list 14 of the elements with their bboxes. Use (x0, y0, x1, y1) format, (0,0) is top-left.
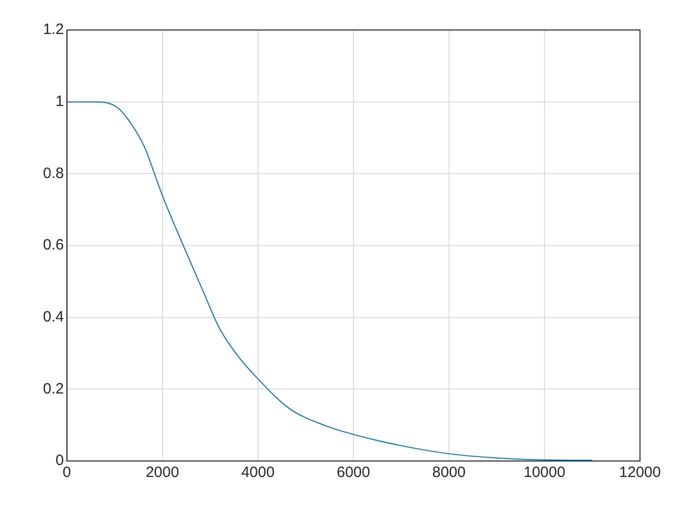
y-tick-label: 1 (56, 92, 64, 110)
x-tick-label: 6000 (336, 464, 370, 482)
x-tick-label: 12000 (619, 464, 661, 482)
x-tick-label: 4000 (241, 464, 275, 482)
y-tick-label: 0.2 (42, 380, 64, 398)
x-tick-label: 2000 (146, 464, 180, 482)
line-series (66, 101, 593, 461)
y-tick-label: 1.2 (42, 21, 64, 38)
y-tick-label: 0.4 (42, 308, 64, 326)
y-tick-label: 0.6 (42, 236, 64, 254)
x-tick-label: 8000 (432, 464, 466, 482)
x-tick-label: 10000 (524, 464, 566, 482)
y-tick-label: 0 (56, 452, 64, 470)
y-tick-label: 0.8 (42, 164, 64, 182)
